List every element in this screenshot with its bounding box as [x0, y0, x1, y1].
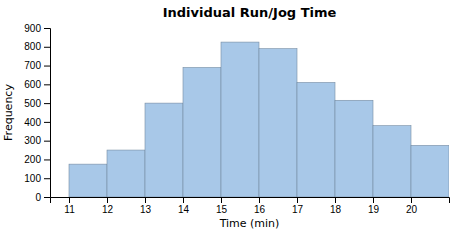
- axis-line: [44, 29, 51, 198]
- bar: [259, 49, 297, 197]
- tick-label: 200: [24, 154, 41, 165]
- y-axis: 0 100 200 300 400 500 600 700 800 900: [24, 23, 50, 203]
- title: Individual Run/Jog Time: [163, 5, 337, 20]
- tick: 12: [102, 197, 114, 215]
- chart: 1112131415161718192001002003004005006007…: [0, 0, 463, 233]
- tick: 15: [216, 197, 228, 215]
- bar: [297, 82, 335, 197]
- tick-mark: [373, 197, 374, 203]
- tick: 16: [254, 197, 266, 215]
- tick-mark: [411, 197, 412, 203]
- tick: 600: [24, 79, 50, 90]
- bar: [335, 100, 373, 197]
- tick-mark: [297, 197, 298, 203]
- y-axis-title: Frequency: [2, 84, 15, 141]
- tick: 17: [292, 197, 304, 215]
- tick-label: 15: [216, 204, 228, 215]
- tick-label: 300: [24, 135, 41, 146]
- tick: 0: [35, 192, 50, 203]
- tick-mark: [107, 197, 108, 203]
- tick: 13: [140, 197, 152, 215]
- tick-mark: [44, 122, 50, 123]
- bar: [107, 150, 145, 197]
- tick: 300: [24, 135, 50, 146]
- tick-mark: [183, 197, 184, 203]
- tick-label: 16: [254, 204, 266, 215]
- tick: 18: [330, 197, 342, 215]
- tick: 700: [24, 60, 50, 71]
- tick-label: 900: [24, 23, 41, 34]
- tick-mark: [259, 197, 260, 203]
- tick-mark: [44, 197, 50, 198]
- tick-label: 14: [178, 204, 190, 215]
- bar: [373, 126, 411, 197]
- bar: [69, 164, 107, 197]
- x-axis: 11 12 13 14 15 16 17 18 19 20: [51, 197, 450, 215]
- tick-mark: [44, 159, 50, 160]
- tick: 14: [178, 197, 190, 215]
- tick-mark: [44, 66, 50, 67]
- bar: [183, 67, 221, 197]
- x-axis-title: Time (min): [219, 217, 280, 230]
- tick: 11: [64, 197, 75, 215]
- tick-label: 100: [24, 173, 41, 184]
- tick-label: 12: [102, 204, 114, 215]
- bar: [221, 42, 259, 197]
- plot: 1112131415161718192001002003004005006007…: [24, 23, 449, 215]
- tick-label: 11: [64, 204, 75, 215]
- tick-label: 20: [406, 204, 418, 215]
- tick-mark: [69, 197, 70, 203]
- tick-mark: [145, 197, 146, 203]
- tick-label: 500: [24, 98, 41, 109]
- tick: 800: [24, 41, 50, 52]
- bar: [145, 103, 183, 197]
- tick-label: 800: [24, 41, 41, 52]
- tick: 400: [24, 117, 50, 128]
- tick-label: 0: [35, 192, 41, 203]
- tick: 900: [24, 23, 50, 34]
- tick-label: 700: [24, 60, 41, 71]
- tick-mark: [44, 28, 50, 29]
- tick: 19: [368, 197, 380, 215]
- tick-mark: [44, 178, 50, 179]
- tick: 20: [406, 197, 418, 215]
- tick-mark: [44, 103, 50, 104]
- tick-mark: [44, 47, 50, 48]
- tick: 200: [24, 154, 50, 165]
- tick-mark: [44, 84, 50, 85]
- tick: 500: [24, 98, 50, 109]
- axis-line: [51, 198, 450, 204]
- tick-label: 600: [24, 79, 41, 90]
- bar: [411, 145, 449, 197]
- tick-mark: [335, 197, 336, 203]
- tick-label: 17: [292, 204, 304, 215]
- tick: 100: [24, 173, 50, 184]
- tick-mark: [221, 197, 222, 203]
- tick-mark: [44, 141, 50, 142]
- tick-label: 19: [368, 204, 380, 215]
- tick-label: 13: [140, 204, 152, 215]
- bars: [69, 42, 449, 197]
- tick-label: 400: [24, 117, 41, 128]
- tick-label: 18: [330, 204, 342, 215]
